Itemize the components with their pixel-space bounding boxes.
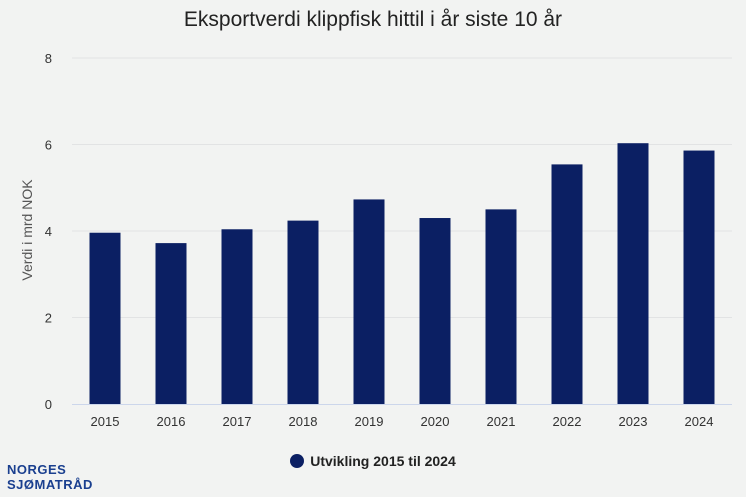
bar-2015[interactable] <box>89 232 121 404</box>
bar-2019[interactable] <box>353 199 385 404</box>
bar-2022[interactable] <box>551 164 583 404</box>
x-tick-label: 2015 <box>91 414 120 429</box>
bars <box>89 143 715 404</box>
y-tick-label: 2 <box>45 311 52 326</box>
x-tick-label: 2020 <box>421 414 450 429</box>
y-axis-ticks: 0 2 4 6 8 <box>45 51 52 412</box>
bar-2018[interactable] <box>287 220 319 404</box>
bar-2020[interactable] <box>419 218 451 404</box>
x-tick-label: 2023 <box>619 414 648 429</box>
legend[interactable]: Utvikling 2015 til 2024 <box>0 453 746 469</box>
y-tick-label: 8 <box>45 51 52 66</box>
y-axis-label: Verdi i mrd NOK <box>19 179 35 281</box>
y-tick-label: 0 <box>45 397 52 412</box>
x-axis-ticks: 2015 2016 2017 2018 2019 2020 2021 2022 2023 2024 <box>91 414 714 429</box>
y-tick-label: 6 <box>45 138 52 153</box>
bar-2021[interactable] <box>485 209 517 404</box>
logo-line-2: SJØMATRÅD <box>7 477 93 492</box>
bar-2016[interactable] <box>155 243 187 404</box>
bar-2024[interactable] <box>683 150 715 404</box>
y-tick-label: 4 <box>45 224 52 239</box>
norges-sjomatrad-logo: NORGES SJØMATRÅD <box>7 462 93 492</box>
x-tick-label: 2022 <box>553 414 582 429</box>
legend-marker <box>290 454 305 468</box>
legend-label: Utvikling 2015 til 2024 <box>310 453 456 469</box>
x-tick-label: 2016 <box>157 414 186 429</box>
bar-2017[interactable] <box>221 229 253 404</box>
x-tick-label: 2021 <box>487 414 516 429</box>
x-tick-label: 2018 <box>289 414 318 429</box>
chart-title: Eksportverdi klippfisk hittil i år siste… <box>183 8 563 31</box>
x-tick-label: 2024 <box>685 414 714 429</box>
x-tick-label: 2017 <box>223 414 252 429</box>
bar-2023[interactable] <box>617 143 649 404</box>
x-tick-label: 2019 <box>355 414 384 429</box>
logo-line-1: NORGES <box>7 462 67 477</box>
